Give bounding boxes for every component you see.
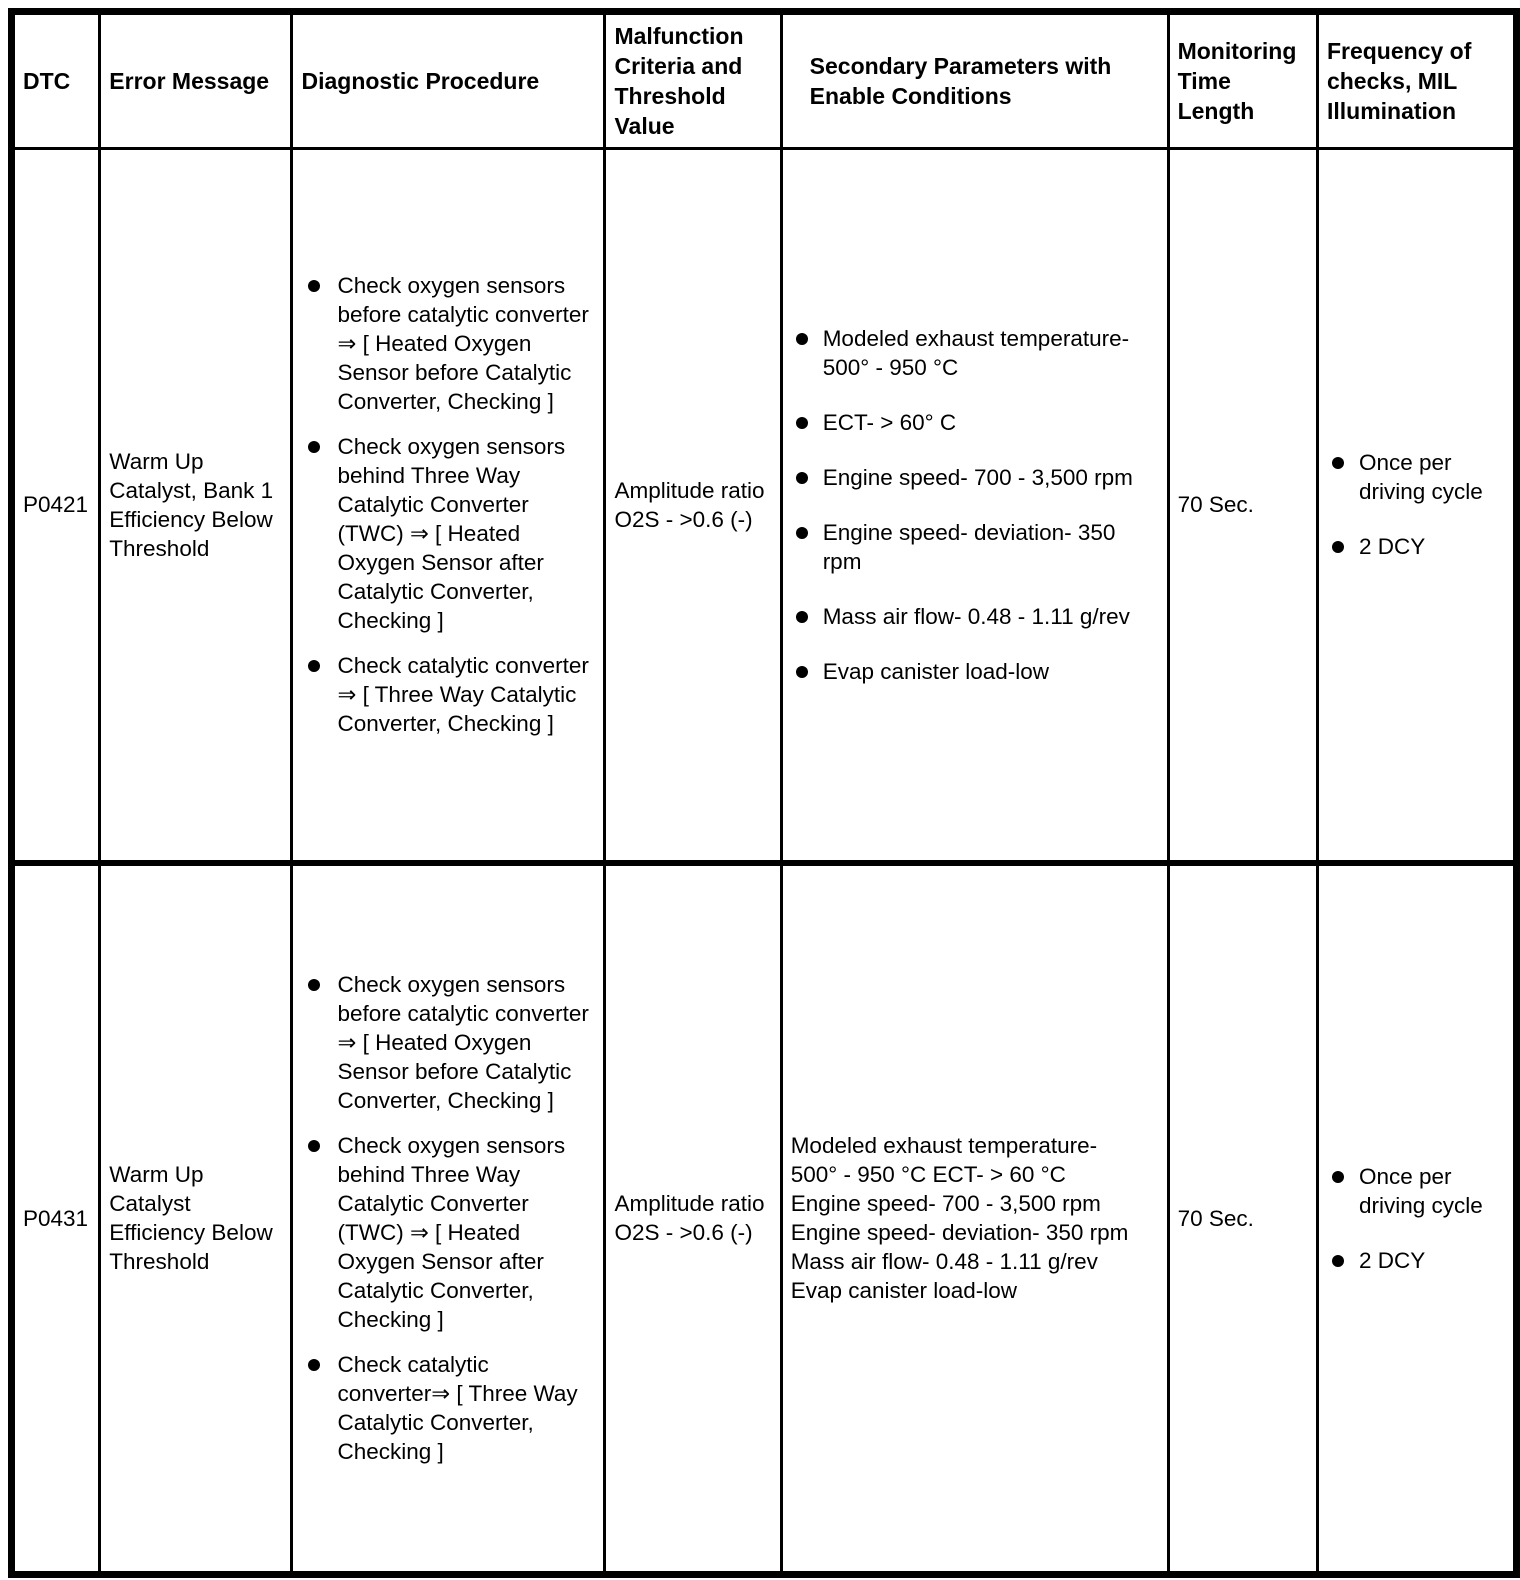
error-message-text: Warm Up Catalyst Efficiency Below Thresh…: [109, 1162, 273, 1275]
monitoring-time-cell: 70 Sec.: [1166, 861, 1319, 1576]
secondary-parameter: Evap canister load-low: [791, 657, 1149, 686]
header-frequency: Frequency of checks, MIL Illumination: [1315, 10, 1519, 150]
header-frequency-label: Frequency of checks, MIL Illumination: [1326, 38, 1472, 124]
diagnostic-procedure-cell: Check oxygen sensors before catalytic co…: [290, 147, 607, 866]
secondary-parameter: Engine speed- 700 - 3,500 rpm: [791, 463, 1149, 492]
diagnostic-step: Check catalytic converter⇒ [ Three Way C…: [301, 1350, 595, 1466]
dtc-code: P0431: [23, 1205, 89, 1231]
header-monitoring-time-label: Monitoring Time Length: [1177, 38, 1297, 124]
header-monitoring-time: Monitoring Time Length: [1166, 10, 1319, 150]
header-dtc-label: DTC: [23, 68, 71, 94]
table-row-p0421: P0421 Warm Up Catalyst, Bank 1 Efficienc…: [9, 147, 1519, 866]
header-diagnostic-procedure-label: Diagnostic Procedure: [301, 68, 540, 94]
malfunction-criteria-cell: Amplitude ratio O2S - >0.6 (-): [603, 147, 783, 866]
dtc-cell: P0421: [9, 147, 102, 866]
error-message-cell: Warm Up Catalyst, Bank 1 Efficiency Belo…: [98, 147, 294, 866]
frequency-list: Once per driving cycle 2 DCY: [1327, 448, 1505, 561]
header-malfunction-criteria-label: Malfunction Criteria and Threshold Value: [614, 23, 744, 139]
diagnostic-procedure-list: Check oxygen sensors before catalytic co…: [301, 271, 595, 738]
frequency-cell: Once per driving cycle 2 DCY: [1315, 861, 1519, 1576]
secondary-parameters-list: Modeled exhaust temperature- 500° - 950 …: [791, 324, 1159, 686]
error-message-cell: Warm Up Catalyst Efficiency Below Thresh…: [98, 861, 294, 1576]
table-row-p0431: P0431 Warm Up Catalyst Efficiency Below …: [9, 861, 1519, 1576]
frequency-list: Once per driving cycle 2 DCY: [1327, 1162, 1505, 1275]
frequency-cell: Once per driving cycle 2 DCY: [1315, 147, 1519, 866]
diagnostic-step: Check oxygen sensors before catalytic co…: [301, 271, 595, 416]
table-header-row: DTC Error Message Diagnostic Procedure M…: [9, 10, 1519, 150]
frequency-item: 2 DCY: [1327, 532, 1505, 561]
dtc-diagnostic-table: DTC Error Message Diagnostic Procedure M…: [8, 8, 1520, 1578]
header-diagnostic-procedure: Diagnostic Procedure: [290, 10, 607, 150]
header-dtc: DTC: [9, 10, 102, 150]
secondary-parameter: Modeled exhaust temperature- 500° - 950 …: [791, 324, 1149, 382]
error-message-text: Warm Up Catalyst, Bank 1 Efficiency Belo…: [109, 448, 274, 561]
dtc-cell: P0431: [9, 861, 102, 1576]
dtc-code: P0421: [23, 492, 89, 518]
secondary-parameters-cell: Modeled exhaust temperature- 500° - 950 …: [779, 861, 1170, 1576]
secondary-parameters-cell: Modeled exhaust temperature- 500° - 950 …: [779, 147, 1170, 866]
frequency-item: Once per driving cycle: [1327, 448, 1505, 506]
frequency-item: 2 DCY: [1327, 1246, 1505, 1275]
secondary-parameter: Mass air flow- 0.48 - 1.11 g/rev: [791, 602, 1149, 631]
malfunction-criteria-text: Amplitude ratio O2S - >0.6 (-): [614, 1191, 765, 1246]
malfunction-criteria-cell: Amplitude ratio O2S - >0.6 (-): [603, 861, 783, 1576]
malfunction-criteria-text: Amplitude ratio O2S - >0.6 (-): [614, 477, 765, 532]
diagnostic-step: Check catalytic converter ⇒ [ Three Way …: [301, 651, 595, 738]
diagnostic-procedure-cell: Check oxygen sensors before catalytic co…: [290, 861, 607, 1576]
secondary-parameter: Engine speed- deviation- 350 rpm: [791, 518, 1149, 576]
monitoring-time-text: 70 Sec.: [1177, 492, 1254, 518]
secondary-parameters-text: Modeled exhaust temperature- 500° - 950 …: [790, 1133, 1129, 1304]
frequency-item: Once per driving cycle: [1327, 1162, 1505, 1220]
header-error-message: Error Message: [98, 10, 294, 150]
header-secondary-parameters: Secondary Parameters with Enable Conditi…: [779, 10, 1170, 150]
diagnostic-step: Check oxygen sensors behind Three Way Ca…: [301, 1131, 595, 1334]
diagnostic-step: Check oxygen sensors behind Three Way Ca…: [301, 432, 595, 635]
diagnostic-step: Check oxygen sensors before catalytic co…: [301, 970, 595, 1115]
monitoring-time-text: 70 Sec.: [1177, 1205, 1254, 1231]
monitoring-time-cell: 70 Sec.: [1166, 147, 1319, 866]
header-secondary-parameters-label: Secondary Parameters with Enable Conditi…: [809, 53, 1112, 109]
header-malfunction-criteria: Malfunction Criteria and Threshold Value: [603, 10, 783, 150]
secondary-parameter: ECT- > 60° C: [791, 408, 1149, 437]
diagnostic-procedure-list: Check oxygen sensors before catalytic co…: [301, 970, 595, 1466]
header-error-message-label: Error Message: [109, 68, 270, 94]
